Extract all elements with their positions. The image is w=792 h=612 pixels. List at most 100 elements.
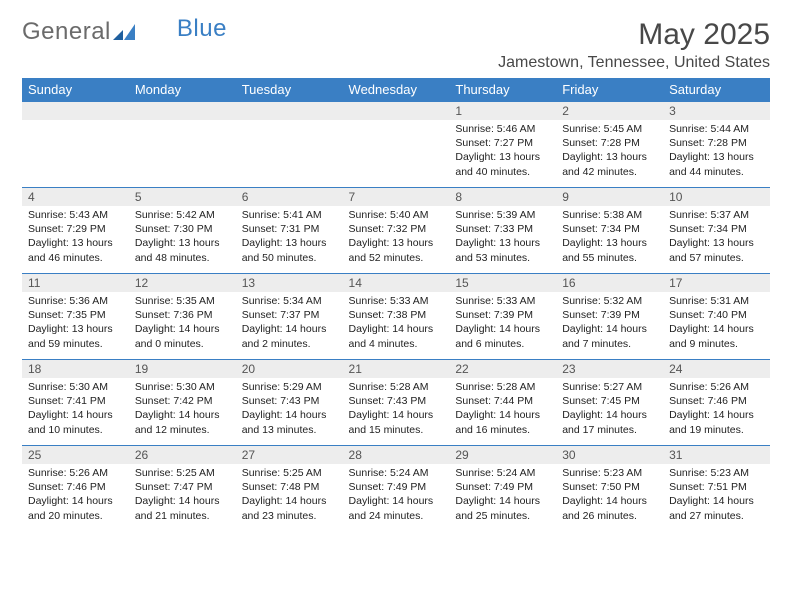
daylight-line1: Daylight: 13 hours (28, 322, 123, 336)
day-details: Sunrise: 5:46 AMSunset: 7:27 PMDaylight:… (449, 120, 556, 183)
sunrise-line: Sunrise: 5:33 AM (349, 294, 444, 308)
daylight-line1: Daylight: 14 hours (135, 322, 230, 336)
weekday-header: Monday (129, 78, 236, 101)
day-details: Sunrise: 5:38 AMSunset: 7:34 PMDaylight:… (556, 206, 663, 269)
day-details: Sunrise: 5:30 AMSunset: 7:41 PMDaylight:… (22, 378, 129, 441)
sunrise-line: Sunrise: 5:28 AM (455, 380, 550, 394)
daylight-line2: and 2 minutes. (242, 337, 337, 351)
sunset-line: Sunset: 7:41 PM (28, 394, 123, 408)
title-block: May 2025 Jamestown, Tennessee, United St… (498, 18, 770, 72)
calendar-week-row: 25Sunrise: 5:26 AMSunset: 7:46 PMDayligh… (22, 445, 770, 531)
sunset-line: Sunset: 7:35 PM (28, 308, 123, 322)
day-number: 13 (236, 274, 343, 292)
day-number: 8 (449, 188, 556, 206)
sunset-line: Sunset: 7:42 PM (135, 394, 230, 408)
sunrise-line: Sunrise: 5:44 AM (669, 122, 764, 136)
sunrise-line: Sunrise: 5:25 AM (135, 466, 230, 480)
weekday-header: Tuesday (236, 78, 343, 101)
daylight-line2: and 13 minutes. (242, 423, 337, 437)
day-details: Sunrise: 5:24 AMSunset: 7:49 PMDaylight:… (343, 464, 450, 527)
daylight-line1: Daylight: 14 hours (455, 322, 550, 336)
weekday-header: Friday (556, 78, 663, 101)
day-number: 10 (663, 188, 770, 206)
calendar-day-cell: 9Sunrise: 5:38 AMSunset: 7:34 PMDaylight… (556, 187, 663, 273)
calendar-day-cell: 24Sunrise: 5:26 AMSunset: 7:46 PMDayligh… (663, 359, 770, 445)
sunrise-line: Sunrise: 5:34 AM (242, 294, 337, 308)
sunrise-line: Sunrise: 5:26 AM (669, 380, 764, 394)
sunrise-line: Sunrise: 5:32 AM (562, 294, 657, 308)
calendar-day-cell: 20 Sunrise: 5:29 AMSunset: 7:43 PMDayligh… (236, 359, 343, 445)
daylight-line1: Daylight: 14 hours (349, 494, 444, 508)
calendar-week-row: 4Sunrise: 5:43 AMSunset: 7:29 PMDaylight… (22, 187, 770, 273)
daylight-line2: and 25 minutes. (455, 509, 550, 523)
brand-logo: General Blue (22, 18, 227, 46)
brand-part2: Blue (177, 15, 227, 43)
daylight-line2: and 59 minutes. (28, 337, 123, 351)
daylight-line2: and 16 minutes. (455, 423, 550, 437)
sunrise-line: Sunrise: 5:38 AM (562, 208, 657, 222)
day-number: 28 (343, 446, 450, 464)
day-number: 7 (343, 188, 450, 206)
sunset-line: Sunset: 7:43 PM (242, 394, 337, 408)
sunset-line: Sunset: 7:45 PM (562, 394, 657, 408)
sunrise-line: Sunrise: 5:29 AM (242, 380, 337, 394)
daylight-line2: and 57 minutes. (669, 251, 764, 265)
sunset-line: Sunset: 7:34 PM (562, 222, 657, 236)
daylight-line2: and 9 minutes. (669, 337, 764, 351)
daylight-line2: and 0 minutes. (135, 337, 230, 351)
sunrise-line: Sunrise: 5:46 AM (455, 122, 550, 136)
day-number: 23 (556, 360, 663, 378)
daylight-line2: and 6 minutes. (455, 337, 550, 351)
day-number: 14 (343, 274, 450, 292)
daylight-line2: and 52 minutes. (349, 251, 444, 265)
weekday-header: Sunday (22, 78, 129, 101)
daylight-line2: and 20 minutes. (28, 509, 123, 523)
day-details: Sunrise: 5:28 AMSunset: 7:43 PMDaylight:… (343, 378, 450, 441)
calendar-day-cell: 22Sunrise: 5:28 AMSunset: 7:44 PMDayligh… (449, 359, 556, 445)
sunset-line: Sunset: 7:37 PM (242, 308, 337, 322)
sunrise-line: Sunrise: 5:45 AM (562, 122, 657, 136)
calendar-day-cell: 10Sunrise: 5:37 AMSunset: 7:34 PMDayligh… (663, 187, 770, 273)
calendar-day-cell: 28Sunrise: 5:24 AMSunset: 7:49 PMDayligh… (343, 445, 450, 531)
sunrise-line: Sunrise: 5:42 AM (135, 208, 230, 222)
daylight-line1: Daylight: 14 hours (135, 494, 230, 508)
daylight-line1: Daylight: 14 hours (242, 408, 337, 422)
calendar-empty-cell (236, 101, 343, 187)
calendar-day-cell: 23Sunrise: 5:27 AMSunset: 7:45 PMDayligh… (556, 359, 663, 445)
calendar-day-cell: 2Sunrise: 5:45 AMSunset: 7:28 PMDaylight… (556, 101, 663, 187)
sunrise-line: Sunrise: 5:26 AM (28, 466, 123, 480)
sunset-line: Sunset: 7:40 PM (669, 308, 764, 322)
calendar-body: 1Sunrise: 5:46 AMSunset: 7:27 PMDaylight… (22, 101, 770, 531)
sunset-line: Sunset: 7:49 PM (455, 480, 550, 494)
day-details: Sunrise: 5:24 AMSunset: 7:49 PMDaylight:… (449, 464, 556, 527)
day-number: 27 (236, 446, 343, 464)
calendar-day-cell: 27Sunrise: 5:25 AMSunset: 7:48 PMDayligh… (236, 445, 343, 531)
daylight-line1: Daylight: 13 hours (669, 236, 764, 250)
calendar-day-cell: 8Sunrise: 5:39 AMSunset: 7:33 PMDaylight… (449, 187, 556, 273)
weekday-header: Saturday (663, 78, 770, 101)
sunset-line: Sunset: 7:28 PM (562, 136, 657, 150)
day-number: 25 (22, 446, 129, 464)
day-details: Sunrise: 5:40 AMSunset: 7:32 PMDaylight:… (343, 206, 450, 269)
calendar-empty-cell (343, 101, 450, 187)
header: General Blue May 2025 Jamestown, Tenness… (22, 18, 770, 72)
calendar-day-cell: 4Sunrise: 5:43 AMSunset: 7:29 PMDaylight… (22, 187, 129, 273)
daylight-line1: Daylight: 14 hours (562, 408, 657, 422)
calendar-day-cell: 17Sunrise: 5:31 AMSunset: 7:40 PMDayligh… (663, 273, 770, 359)
day-number: 11 (22, 274, 129, 292)
calendar-week-row: 11Sunrise: 5:36 AMSunset: 7:35 PMDayligh… (22, 273, 770, 359)
sunset-line: Sunset: 7:39 PM (455, 308, 550, 322)
day-details: Sunrise: 5:37 AMSunset: 7:34 PMDaylight:… (663, 206, 770, 269)
day-details: Sunrise: 5:25 AMSunset: 7:47 PMDaylight:… (129, 464, 236, 527)
daylight-line2: and 53 minutes. (455, 251, 550, 265)
day-number: 30 (556, 446, 663, 464)
sunset-line: Sunset: 7:51 PM (669, 480, 764, 494)
calendar-day-cell: 29Sunrise: 5:24 AMSunset: 7:49 PMDayligh… (449, 445, 556, 531)
calendar-day-cell: 3Sunrise: 5:44 AMSunset: 7:28 PMDaylight… (663, 101, 770, 187)
day-details: Sunrise: 5:26 AMSunset: 7:46 PMDaylight:… (22, 464, 129, 527)
day-number (129, 102, 236, 120)
day-number: 20 (236, 360, 343, 378)
day-number: 26 (129, 446, 236, 464)
daylight-line1: Daylight: 14 hours (455, 408, 550, 422)
daylight-line2: and 55 minutes. (562, 251, 657, 265)
